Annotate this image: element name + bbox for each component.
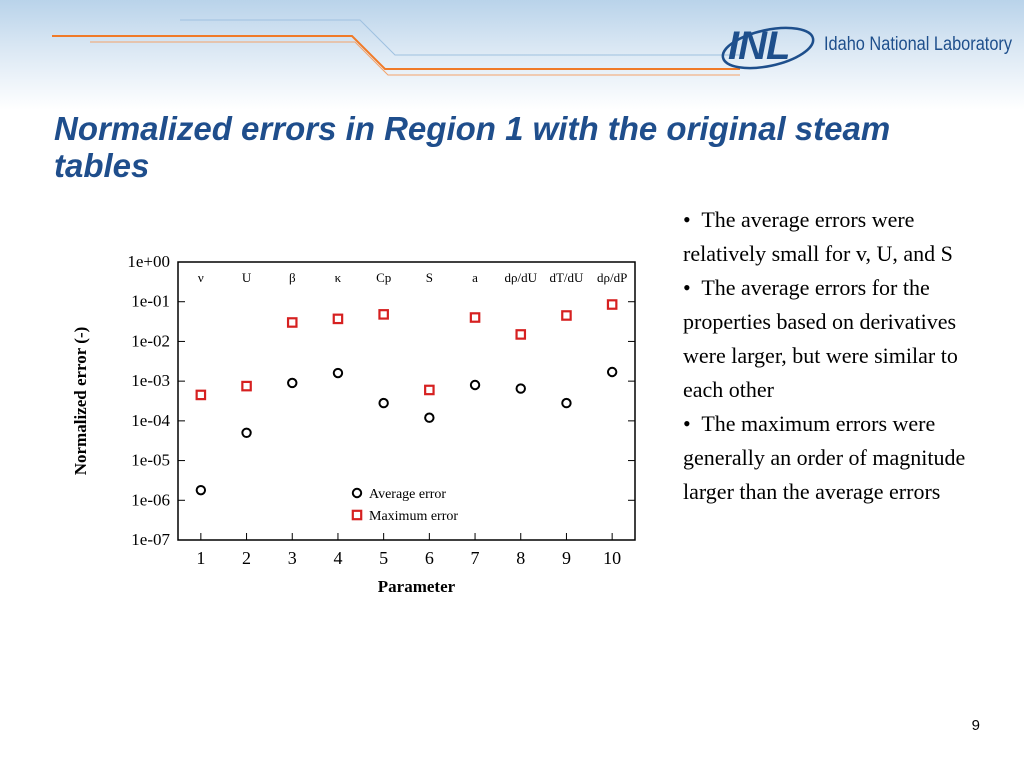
x-tick-label: 8: [516, 548, 525, 568]
y-tick-label: 1e-02: [131, 331, 170, 350]
average-error-point: [424, 412, 435, 423]
legend-average-label: Average error: [369, 487, 446, 502]
y-tick-label: 1e-05: [131, 451, 170, 470]
average-error-point: [606, 366, 618, 378]
parameter-label: dT/dU: [549, 270, 584, 285]
bullet-item: • The maximum errors were generally an o…: [683, 411, 966, 504]
x-tick-label: 1: [196, 548, 205, 568]
parameter-label: ν: [198, 270, 204, 285]
average-error-point: [378, 397, 389, 409]
average-error-point: [287, 377, 298, 389]
legend-average-marker: [351, 487, 363, 499]
parameter-label: dρ/dP: [597, 270, 627, 285]
logo-swoosh-icon: [721, 26, 815, 70]
bullet-text: The maximum errors were generally an ord…: [683, 411, 966, 504]
maximum-error-point: [286, 317, 298, 328]
average-error-point: [195, 484, 207, 496]
legend-maximum-label: Maximum error: [369, 509, 458, 524]
maximum-error-point: [195, 389, 207, 401]
maximum-error-point: [606, 299, 618, 310]
maximum-error-point: [469, 312, 481, 323]
x-tick-label: 2: [242, 548, 251, 568]
maximum-error-point: [241, 380, 252, 392]
page-number: 9: [971, 717, 980, 734]
bullet-list: • The average errors were relatively sma…: [683, 203, 1003, 509]
maximum-error-point: [332, 313, 344, 325]
y-tick-label: 1e-06: [131, 490, 170, 509]
x-tick-label: 9: [562, 548, 571, 568]
parameter-label: κ: [335, 270, 342, 285]
average-error-point: [241, 427, 252, 439]
normalized-error-chart: 1e+00 1e-01 1e-02 1e-03 1e-04 1e-05 1e-06 1e-07…: [71, 252, 636, 596]
y-tick-label: 1e-07: [131, 530, 170, 549]
parameter-label: S: [426, 270, 433, 285]
average-error-point: [469, 379, 481, 391]
average-error-point: [332, 367, 344, 379]
bullet-text: The average errors were relatively small…: [683, 207, 953, 266]
header-decorative-lines: [52, 19, 740, 76]
parameter-label: U: [242, 270, 252, 285]
x-tick-label: 4: [333, 548, 342, 568]
parameter-label: a: [472, 270, 478, 285]
x-tick-label: 3: [288, 548, 297, 568]
bullet-item: • The average errors were relatively sma…: [683, 207, 953, 266]
parameter-label: dρ/dU: [505, 270, 538, 285]
slide-title: Normalized errors in Region 1 with the o…: [54, 110, 891, 184]
x-tick-label: 7: [471, 548, 480, 568]
x-tick-label: 10: [603, 548, 621, 568]
x-tick-label: 6: [425, 548, 434, 568]
y-axis-title: Normalized error (-): [71, 327, 90, 476]
maximum-error-point: [561, 310, 572, 321]
x-tick-label: 5: [379, 548, 388, 568]
y-tick-label: 1e-01: [131, 292, 170, 311]
maximum-error-point: [424, 384, 435, 396]
maximum-error-point: [515, 329, 527, 340]
x-axis-title: Parameter: [378, 577, 456, 596]
y-tick-label: 1e-04: [131, 411, 170, 430]
logo-mark: INL: [728, 24, 790, 68]
maximum-error-point: [378, 309, 389, 320]
y-tick-label: 1e-03: [131, 371, 170, 390]
chart-container: 1e+00 1e-01 1e-02 1e-03 1e-04 1e-05 1e-06 1e-07…: [60, 240, 650, 615]
average-error-point: [515, 383, 526, 394]
legend-maximum-marker: [351, 509, 363, 521]
parameter-label: Cp: [376, 270, 391, 285]
plot-frame: [177, 261, 636, 541]
bullet-text: The average errors for the properties ba…: [683, 275, 958, 402]
inl-logo: INL Idaho National Laboratory: [721, 20, 1012, 76]
average-error-point: [561, 397, 572, 409]
parameter-label: β: [289, 270, 296, 285]
y-tick-label: 1e+00: [127, 252, 170, 271]
logo-text: Idaho National Laboratory: [824, 34, 1013, 55]
bullet-item: • The average errors for the properties …: [683, 275, 958, 402]
